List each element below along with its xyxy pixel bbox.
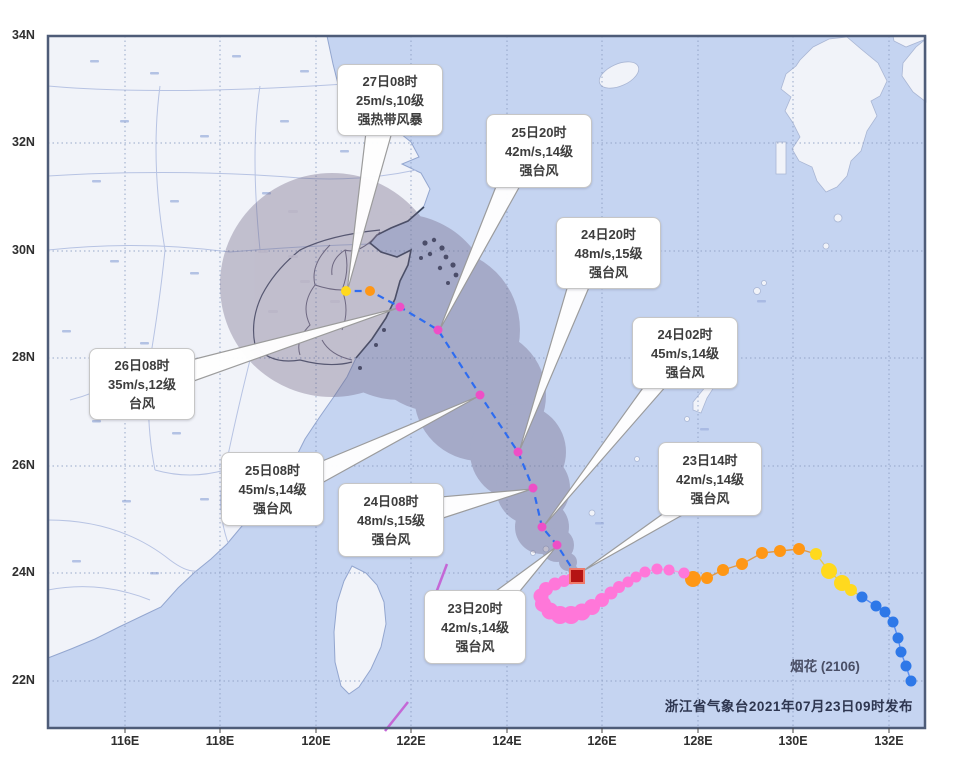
lat-label-24N: 24N [12,565,35,579]
history-dot [892,632,904,644]
history-dot [870,600,882,612]
place-label-marks [62,55,766,575]
callout-line: 强热带风暴 [357,111,423,127]
callout-line: 42m/s,14级 [676,471,744,487]
lat-label-30N: 30N [12,243,35,257]
current-position-square [569,568,585,584]
lon-label-116E: 116E [110,734,140,748]
lat-label-28N: 28N [12,350,35,364]
forecast-dot [513,447,523,457]
zhoushan-islands [358,237,459,370]
japan-islands [775,35,927,250]
history-dot [821,563,837,579]
callout-line: 24日20时 [581,226,636,242]
history-dot [895,646,907,658]
forecast-dot [475,390,485,400]
history-dot [887,616,899,628]
forecast-dot [341,286,351,296]
callout-line: 42m/s,14级 [505,143,573,159]
forecast-dot [365,286,375,296]
warning-line [384,563,449,732]
forecast-dot [552,540,562,550]
history-dot [905,675,917,687]
callout-c27-08: 27日08时 25m/s,10级 强热带风暴 [337,64,443,136]
callout-line: 48m/s,15级 [357,512,425,528]
history-dot [622,576,634,588]
lat-label-22N: 22N [12,673,35,687]
callout-line: 45m/s,14级 [651,345,719,361]
history-dot [630,571,642,583]
callout-line: 25日08时 [245,462,300,478]
issuer-label: 浙江省气象台2021年07月23日09时发布 [664,699,913,714]
callout-line: 45m/s,14级 [238,481,307,497]
history-dot [678,567,690,579]
callout-line: 强台风 [588,264,628,280]
lat-label-26N: 26N [12,458,35,472]
lat-label-32N: 32N [12,135,35,149]
lon-label-126E: 126E [587,734,617,748]
lon-label-130E: 130E [778,734,808,748]
callout-line: 强台风 [455,638,495,654]
history-dot [810,548,822,560]
history-dot [717,564,729,576]
callout-line: 强台风 [519,162,559,178]
forecast-dot [433,325,443,335]
callout-line: 23日14时 [682,452,738,468]
history-dot [756,547,768,559]
callout-line: 强台风 [371,531,411,547]
history-dot [900,660,912,672]
callout-line: 35m/s,12级 [108,376,176,392]
history-dot [774,545,786,557]
callout-line: 24日08时 [363,493,419,509]
jeju-island [598,61,640,89]
history-dot [701,572,713,584]
track-dots [341,286,917,687]
lon-label-124E: 124E [492,734,522,748]
callout-c24-20: 24日20时 48m/s,15级 强台风 [556,217,661,289]
storm-name-label: 烟花 (2106) [790,659,860,674]
history-dot [639,566,651,578]
lon-label-120E: 120E [301,734,331,748]
callout-line: 强台风 [665,364,705,380]
forecast-dot [537,522,547,532]
history-dot [793,543,805,555]
history-dot [879,606,891,618]
callout-line: 48m/s,15级 [574,245,643,261]
lon-label-132E: 132E [874,734,904,748]
callout-line: 25m/s,10级 [356,92,424,108]
history-dot [736,558,748,570]
callout-line: 23日20时 [447,600,503,616]
taiwan-island [333,565,387,695]
callout-c23-14: 23日14时 42m/s,14级 强台风 [658,442,762,516]
forecast-dot [395,302,405,312]
callout-line: 42m/s,14级 [441,619,509,635]
callout-c24-08: 24日08时 48m/s,15级 强台风 [338,483,444,557]
callout-line: 强台风 [690,490,730,506]
history-dot [856,591,868,603]
history-dot [663,564,675,576]
callout-c24-02: 24日02时 45m/s,14级 强台风 [632,317,738,389]
history-dot [834,575,850,591]
history-dot [651,563,663,575]
callout-line: 24日02时 [657,326,713,342]
lon-label-128E: 128E [683,734,713,748]
lat-label-34N: 34N [12,28,35,42]
map-frame [46,34,927,730]
callout-line: 台风 [128,395,155,411]
forecast-dot [528,483,538,493]
callout-c23-20: 23日20时 42m/s,14级 强台风 [424,590,526,664]
callout-line: 强台风 [252,500,292,516]
callout-c25-20: 25日20时 42m/s,14级 强台风 [486,114,592,188]
callout-line: 27日08时 [362,73,418,89]
axis-ticks [124,728,890,733]
callout-line: 25日20时 [511,124,567,140]
lon-label-118E: 118E [205,734,235,748]
lon-label-122E: 122E [396,734,426,748]
forecast-track-line [346,289,578,577]
current-position-marker [569,568,585,584]
callout-c25-08: 25日08时 45m/s,14级 强台风 [221,452,324,526]
callout-line: 26日08时 [114,357,170,373]
callout-c26-08: 26日08时 35m/s,12级 台风 [89,348,195,420]
